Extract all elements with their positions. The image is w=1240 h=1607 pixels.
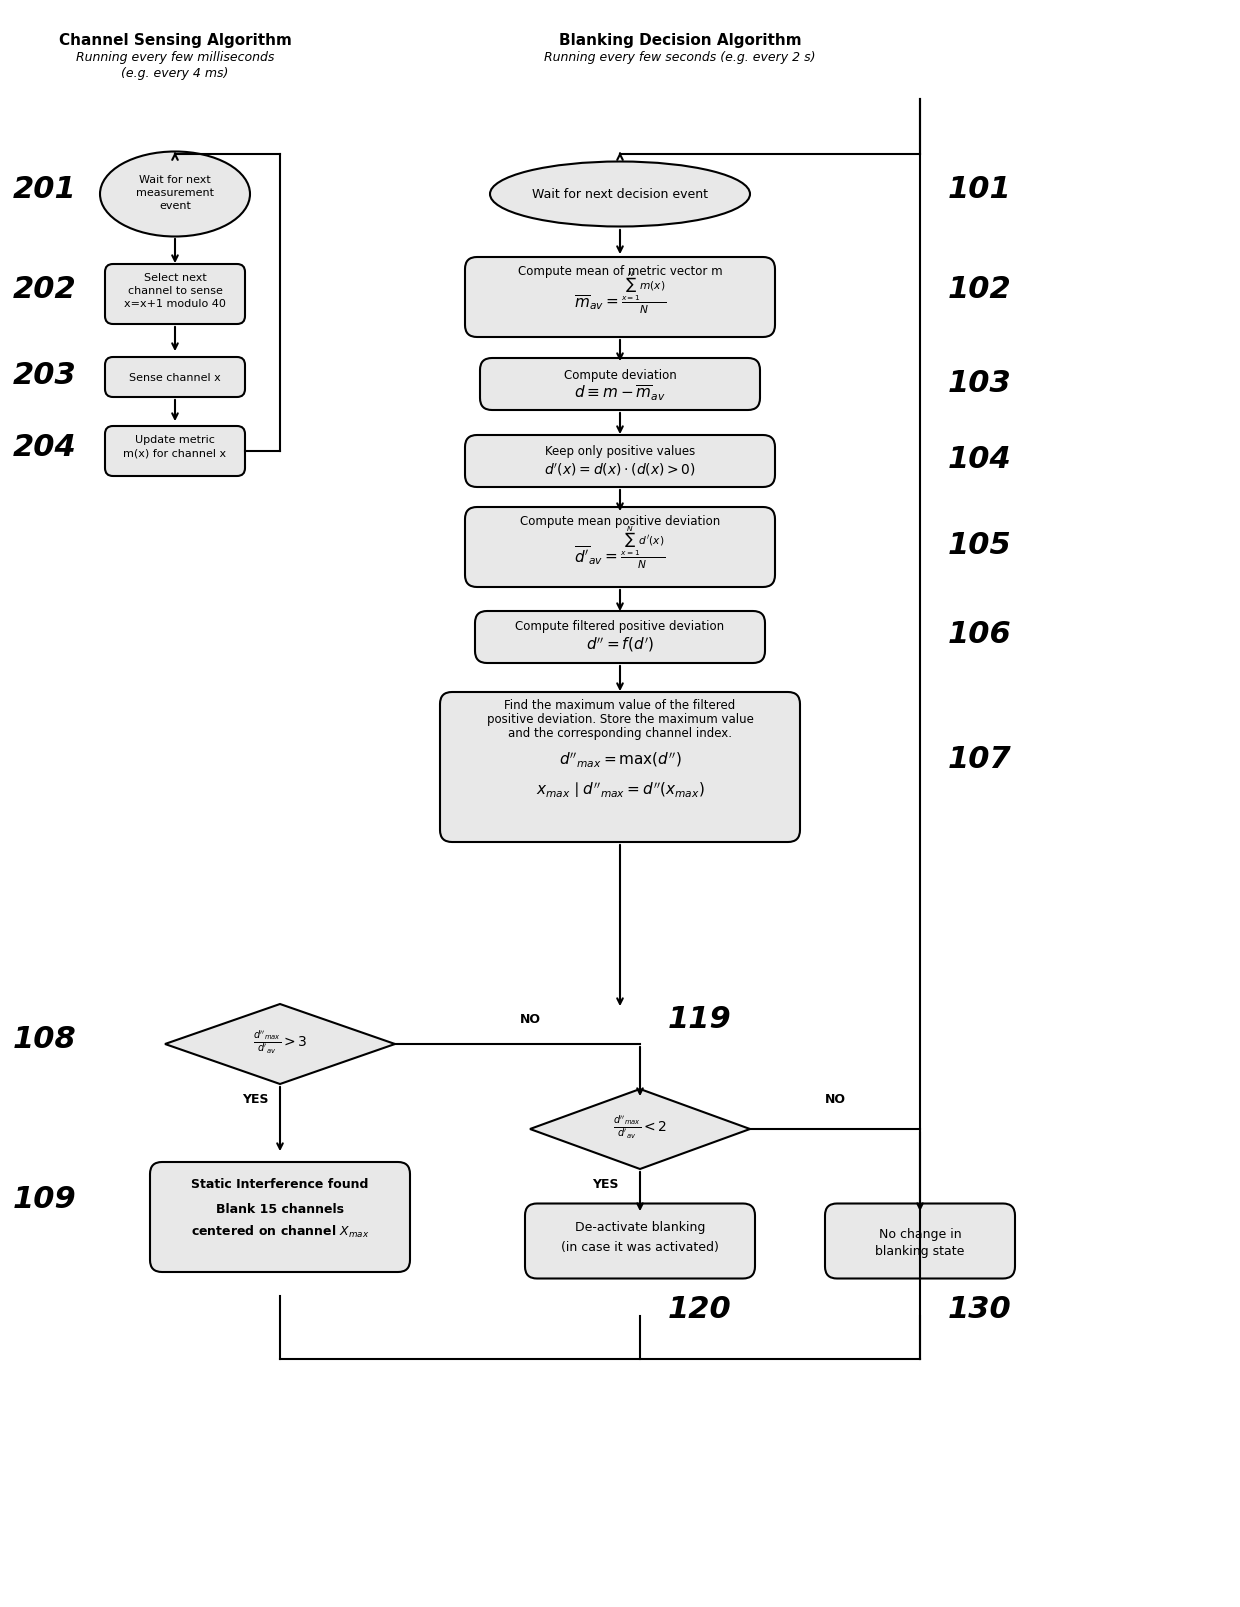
Text: YES: YES — [242, 1093, 268, 1106]
FancyBboxPatch shape — [465, 257, 775, 337]
Text: 202: 202 — [14, 275, 77, 304]
FancyBboxPatch shape — [150, 1162, 410, 1273]
Text: 119: 119 — [668, 1004, 732, 1033]
Polygon shape — [529, 1090, 750, 1170]
Text: Compute mean of metric vector m: Compute mean of metric vector m — [517, 265, 723, 278]
Text: Sense channel x: Sense channel x — [129, 373, 221, 382]
Text: NO: NO — [520, 1012, 541, 1025]
Text: 201: 201 — [14, 175, 77, 204]
Ellipse shape — [490, 162, 750, 227]
Text: Blank 15 channels: Blank 15 channels — [216, 1202, 343, 1216]
Text: Keep only positive values: Keep only positive values — [544, 444, 696, 458]
Text: 203: 203 — [14, 360, 77, 389]
Text: $\overline{m}_{av} = \frac{\sum_{x=1}^{N} m(x)}{N}$: $\overline{m}_{av} = \frac{\sum_{x=1}^{N… — [574, 270, 666, 317]
Text: 104: 104 — [949, 445, 1012, 474]
Text: Blanking Decision Algorithm: Blanking Decision Algorithm — [559, 32, 801, 48]
Text: 107: 107 — [949, 746, 1012, 775]
Text: centered on channel $X_{max}$: centered on channel $X_{max}$ — [191, 1223, 370, 1239]
Text: 108: 108 — [14, 1025, 77, 1054]
Text: NO: NO — [825, 1093, 846, 1106]
FancyBboxPatch shape — [465, 435, 775, 487]
Text: Channel Sensing Algorithm: Channel Sensing Algorithm — [58, 32, 291, 48]
Text: Select next: Select next — [144, 273, 206, 283]
Text: Running every few milliseconds: Running every few milliseconds — [76, 51, 274, 64]
Text: m(x) for channel x: m(x) for channel x — [124, 448, 227, 458]
Text: 102: 102 — [949, 275, 1012, 304]
Text: YES: YES — [591, 1178, 619, 1191]
Text: channel to sense: channel to sense — [128, 286, 222, 296]
Text: Compute mean positive deviation: Compute mean positive deviation — [520, 516, 720, 529]
Text: (e.g. every 4 ms): (e.g. every 4 ms) — [122, 66, 228, 79]
Text: Wait for next: Wait for next — [139, 175, 211, 185]
Text: $\overline{d'}_{av} = \frac{\sum_{x=1}^{N} d'(x)}{N}$: $\overline{d'}_{av} = \frac{\sum_{x=1}^{… — [574, 524, 666, 570]
Text: Static Interference found: Static Interference found — [191, 1178, 368, 1191]
Text: Update metric: Update metric — [135, 435, 215, 445]
Text: No change in: No change in — [879, 1228, 961, 1241]
Text: blanking state: blanking state — [875, 1245, 965, 1258]
Ellipse shape — [100, 153, 250, 238]
Text: x=x+1 modulo 40: x=x+1 modulo 40 — [124, 299, 226, 309]
FancyBboxPatch shape — [480, 358, 760, 411]
Text: $d'' = f(d')$: $d'' = f(d')$ — [587, 635, 653, 654]
Text: 130: 130 — [949, 1295, 1012, 1324]
Text: (in case it was activated): (in case it was activated) — [560, 1241, 719, 1253]
Text: 109: 109 — [14, 1184, 77, 1213]
FancyBboxPatch shape — [440, 693, 800, 842]
Text: 103: 103 — [949, 368, 1012, 397]
Text: measurement: measurement — [136, 188, 215, 198]
Text: Running every few seconds (e.g. every 2 s): Running every few seconds (e.g. every 2 … — [544, 51, 816, 64]
Text: $\frac{d''_{max}}{d'_{av}} < 2$: $\frac{d''_{max}}{d'_{av}} < 2$ — [613, 1112, 667, 1139]
Text: 106: 106 — [949, 620, 1012, 649]
Text: 204: 204 — [14, 434, 77, 463]
FancyBboxPatch shape — [105, 427, 246, 477]
Text: positive deviation. Store the maximum value: positive deviation. Store the maximum va… — [486, 714, 754, 726]
Text: $d'(x) = d(x) \cdot (d(x) > 0)$: $d'(x) = d(x) \cdot (d(x) > 0)$ — [544, 461, 696, 477]
FancyBboxPatch shape — [465, 508, 775, 588]
Text: Find the maximum value of the filtered: Find the maximum value of the filtered — [505, 699, 735, 712]
Polygon shape — [165, 1004, 396, 1085]
FancyBboxPatch shape — [105, 358, 246, 399]
FancyBboxPatch shape — [825, 1204, 1016, 1279]
Text: 120: 120 — [668, 1295, 732, 1324]
Text: De-activate blanking: De-activate blanking — [575, 1221, 706, 1234]
Text: $d \equiv m - \overline{m}_{av}$: $d \equiv m - \overline{m}_{av}$ — [574, 382, 666, 402]
Text: event: event — [159, 201, 191, 211]
Text: Compute filtered positive deviation: Compute filtered positive deviation — [516, 620, 724, 633]
Text: and the corresponding channel index.: and the corresponding channel index. — [508, 726, 732, 741]
Text: $\frac{d''_{max}}{d'_{av}} > 3$: $\frac{d''_{max}}{d'_{av}} > 3$ — [253, 1027, 308, 1056]
Text: Compute deviation: Compute deviation — [564, 368, 676, 381]
FancyBboxPatch shape — [475, 612, 765, 664]
FancyBboxPatch shape — [525, 1204, 755, 1279]
FancyBboxPatch shape — [105, 265, 246, 325]
Text: $x_{max} \mid d''_{max} = d''(x_{max})$: $x_{max} \mid d''_{max} = d''(x_{max})$ — [536, 779, 704, 799]
Text: $d''_{max} = \max(d'')$: $d''_{max} = \max(d'')$ — [559, 750, 681, 770]
Text: Wait for next decision event: Wait for next decision event — [532, 188, 708, 201]
Text: 101: 101 — [949, 175, 1012, 204]
Text: 105: 105 — [949, 530, 1012, 559]
